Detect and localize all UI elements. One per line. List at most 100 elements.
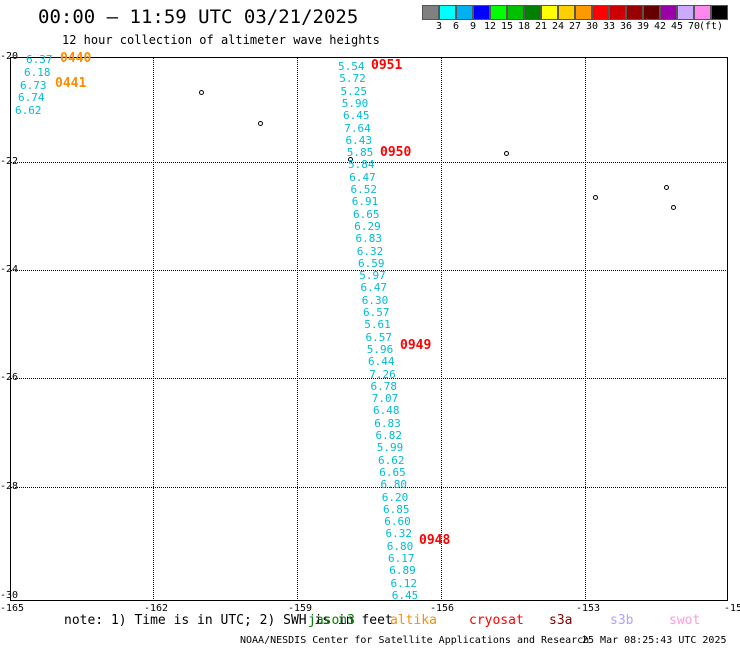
wave-height-label: 5.96 <box>366 342 394 356</box>
wave-height-label: 6.80 <box>380 478 408 492</box>
lat-label: -30 <box>0 590 19 601</box>
pass-time-label: 0951 <box>371 58 403 73</box>
wave-height-label: 6.43 <box>345 133 373 147</box>
lat-label: -20 <box>0 51 19 62</box>
satellite-legend-swot: swot <box>669 613 701 628</box>
wave-height-label: 6.65 <box>379 465 406 479</box>
colorbar-tick-label: 36 <box>619 21 633 32</box>
wave-height-label: 6.47 <box>349 170 376 184</box>
wave-height-label: 5.99 <box>376 441 404 455</box>
generation-timestamp: 25 Mar 08:25:43 UTC 2025 <box>582 635 727 646</box>
color-swatch <box>439 5 456 20</box>
wave-height-label: 5.54 <box>338 60 365 73</box>
color-swatch <box>694 5 711 20</box>
wave-height-label: 6.37 <box>26 53 53 66</box>
satellite-legend-cryosat: cryosat <box>469 613 524 628</box>
wave-height-label: 6.78 <box>370 379 398 393</box>
wave-height-label: 6.62 <box>15 104 42 117</box>
wave-height-label: 7.64 <box>344 121 371 135</box>
color-swatch <box>626 5 643 20</box>
wave-height-label: 5.61 <box>364 318 391 332</box>
pass-time-label: 0441 <box>55 76 87 91</box>
lon-label: -159 <box>288 603 313 614</box>
colorbar-tick-label: 42 <box>653 21 667 32</box>
color-swatch <box>660 5 677 20</box>
color-swatch <box>711 5 728 20</box>
color-legend <box>422 5 728 20</box>
colorbar-tick-label: 27 <box>568 21 582 32</box>
pass-time-label: 0950 <box>380 145 412 160</box>
wave-height-label: 6.74 <box>18 91 45 104</box>
wave-height-label: 5.97 <box>359 269 386 283</box>
wave-height-label: 7.26 <box>369 367 396 381</box>
pass-time-label: 0440 <box>60 51 92 66</box>
lon-label: -162 <box>144 603 169 614</box>
footer-note: note: 1) Time is in UTC; 2) SWH is in fe… <box>64 613 393 628</box>
island-marker <box>664 185 669 190</box>
map-title: 00:00 — 11:59 UTC 03/21/2025 <box>38 6 359 28</box>
pass-time-label: 0948 <box>419 533 451 548</box>
colorbar-tick-label: (ft) <box>699 21 724 32</box>
gridline-lat <box>10 162 728 163</box>
color-swatch <box>643 5 660 20</box>
colorbar-tick-label: 45 <box>670 21 684 32</box>
wave-height-label: 6.80 <box>386 539 414 553</box>
color-swatch <box>473 5 490 20</box>
wave-height-label: 5.85 <box>346 146 374 160</box>
gridline-lon <box>585 57 586 601</box>
wave-height-label: 6.12 <box>390 576 418 590</box>
gridline-lat <box>10 378 728 379</box>
pass-time-label: 0949 <box>400 338 432 353</box>
color-swatch <box>575 5 592 20</box>
wave-height-label: 6.45 <box>343 109 370 123</box>
lat-label: -22 <box>0 156 19 167</box>
map-subtitle: 12 hour collection of altimeter wave hei… <box>62 33 380 47</box>
wave-height-label: 5.84 <box>348 158 375 172</box>
island-marker <box>348 157 353 162</box>
colorbar-tick-label: 21 <box>534 21 548 32</box>
lon-label: -15 <box>724 603 740 614</box>
wave-height-label: 6.65 <box>353 207 380 221</box>
colorbar-tick-label: 15 <box>500 21 514 32</box>
wave-height-label: 6.89 <box>389 564 416 578</box>
colorbar-tick-label: 24 <box>551 21 565 32</box>
wave-height-label: 6.48 <box>373 404 400 418</box>
wave-height-label: 6.73 <box>20 79 47 92</box>
colorbar-tick-label: 3 <box>435 21 443 32</box>
color-swatch <box>507 5 524 20</box>
gridline-lon <box>297 57 298 601</box>
wave-height-label: 6.18 <box>24 66 51 79</box>
satellite-legend-s3b: s3b <box>610 613 634 628</box>
color-swatch <box>609 5 626 20</box>
color-swatch <box>490 5 507 20</box>
color-swatch <box>524 5 541 20</box>
color-swatch <box>677 5 694 20</box>
map-frame <box>10 57 728 601</box>
satellite-legend-s3a: s3a <box>549 613 573 628</box>
island-marker <box>593 195 598 200</box>
color-swatch <box>558 5 575 20</box>
wave-height-label: 6.85 <box>383 502 410 516</box>
wave-height-label: 6.29 <box>354 219 381 233</box>
gridline-lat <box>10 487 728 488</box>
island-marker <box>671 205 676 210</box>
wave-height-label: 6.83 <box>355 232 383 246</box>
lon-label: -153 <box>576 603 601 614</box>
lat-label: -28 <box>0 481 19 492</box>
colorbar-tick-label: 12 <box>483 21 497 32</box>
colorbar-tick-label: 9 <box>469 21 477 32</box>
wave-height-label: 6.32 <box>385 527 413 541</box>
wave-height-label: 6.62 <box>378 453 405 467</box>
color-swatch <box>422 5 439 20</box>
lon-label: -165 <box>0 603 25 614</box>
colorbar-tick-label: 39 <box>636 21 650 32</box>
wave-height-label: 6.30 <box>361 293 389 307</box>
colorbar-tick-label: 70 <box>687 21 701 32</box>
lon-label: -156 <box>430 603 455 614</box>
wave-height-label: 6.57 <box>363 306 390 319</box>
satellite-legend-jason3: jason3 <box>308 613 355 628</box>
wave-height-label: 5.90 <box>341 96 369 110</box>
wave-height-label: 6.82 <box>375 429 403 442</box>
colorbar-tick-label: 18 <box>517 21 531 32</box>
color-swatch <box>456 5 473 20</box>
